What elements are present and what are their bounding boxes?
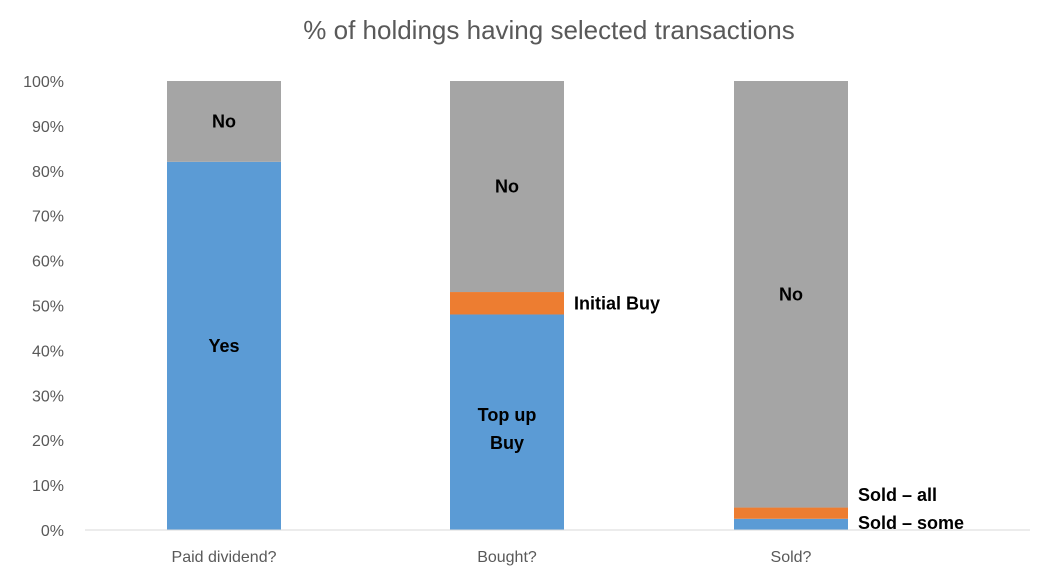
bar-segment: [734, 518, 848, 530]
segment-labels: Yes No Top up Buy Initial Buy No Sold – some So…: [208, 111, 964, 533]
bar-segment: [167, 161, 281, 530]
bar-segment: [450, 292, 564, 315]
x-category-label: Sold?: [771, 549, 812, 566]
chart-title: % of holdings having selected transactio…: [303, 15, 794, 45]
segment-label: Yes: [208, 336, 239, 356]
y-tick-label: 20%: [32, 433, 64, 450]
y-tick-label: 70%: [32, 209, 64, 226]
segment-label: Sold – all: [858, 485, 937, 505]
segment-label: Top up Buy: [478, 405, 537, 453]
segment-label: Initial Buy: [574, 293, 660, 313]
y-tick-label: 80%: [32, 164, 64, 181]
y-tick-label: 40%: [32, 343, 64, 360]
segment-label: No: [779, 284, 803, 304]
bar-segment: [450, 81, 564, 293]
bar-segment: [167, 81, 281, 162]
x-category-label: Paid dividend?: [172, 549, 277, 566]
segment-label: Sold – some: [858, 513, 964, 533]
y-axis-ticks: 0% 10% 20% 30% 40% 50% 60% 70% 80% 90% 100%: [23, 74, 64, 540]
bars-group: [167, 81, 848, 530]
y-tick-label: 10%: [32, 478, 64, 495]
bar-segment: [734, 81, 848, 508]
x-category-label: Bought?: [477, 549, 537, 566]
bar-segment: [734, 507, 848, 519]
y-tick-label: 60%: [32, 254, 64, 271]
bar-segment: [450, 314, 564, 530]
y-tick-label: 100%: [23, 74, 64, 91]
segment-label: No: [495, 177, 519, 197]
y-tick-label: 30%: [32, 388, 64, 405]
y-tick-label: 50%: [32, 299, 64, 316]
x-axis-categories: Paid dividend? Bought? Sold?: [172, 549, 812, 566]
y-tick-label: 90%: [32, 119, 64, 136]
segment-label: No: [212, 111, 236, 131]
y-tick-label: 0%: [41, 523, 64, 540]
